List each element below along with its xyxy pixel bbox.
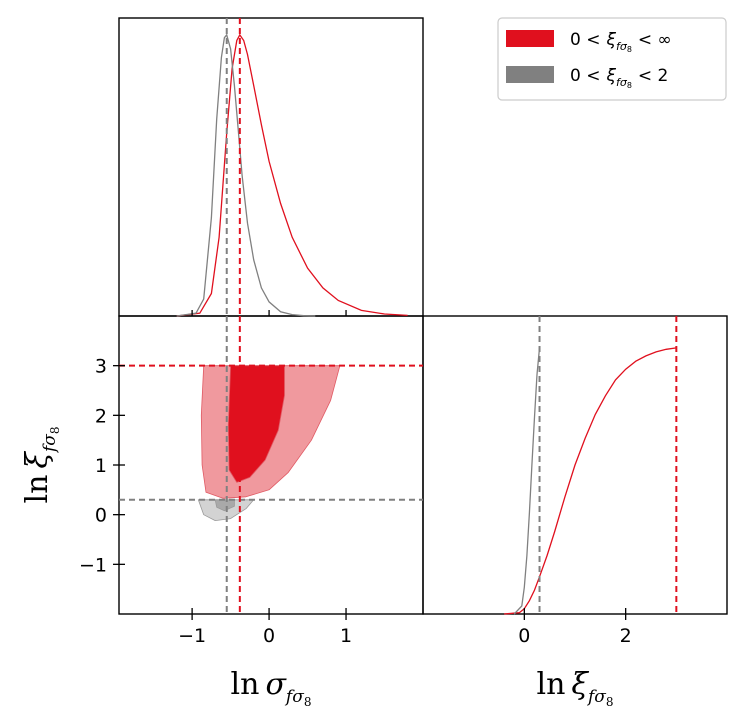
marginal-curves [176,33,677,615]
marginal-xi-curve-1 [513,347,541,615]
tick-label-joint-y-3: 2 [95,405,107,427]
legend-swatch-gray [506,66,554,83]
reference-lines [119,18,678,614]
tick-label-joint-x-2: 1 [340,625,352,647]
contour-1 [227,365,285,483]
bottom-right-panel-frame [422,315,728,615]
tick-label-right-x-1: 2 [620,625,632,647]
marginal-sigma-curve-0 [176,33,408,317]
axis-ticks: −1 0 1 −1 0 1 2 3 0 2 [79,310,632,647]
tick-label-joint-y-4: 3 [95,356,107,378]
marginal-sigma-curve-1 [176,33,316,317]
marginal-xi-curve-0 [504,347,677,615]
tick-label-joint-y-0: −1 [79,554,107,576]
legend-swatch-red [506,30,554,47]
legend-label-gray: 0 < ξfσ8 < 2 [570,66,668,90]
legend-frame [497,17,727,101]
legend-label-red: 0 < ξfσ8 < ∞ [570,30,672,54]
tick-label-joint-x-1: 0 [263,625,275,647]
tick-label-joint-y-2: 1 [95,455,107,477]
joint-contours [197,365,341,521]
svg-text:lnξfσ8: lnξfσ8 [20,427,62,504]
y-axis-label-xi: lnξfσ8 [20,427,62,504]
x-axis-label-sigma: ln σfσ8 [231,667,312,709]
tick-label-right-x-0: 0 [518,625,530,647]
x-axis-label-xi: ln ξfσ8 [537,667,614,709]
legend: 0 < ξfσ8 < ∞ 0 < ξfσ8 < 2 [497,17,727,101]
tick-label-joint-y-1: 0 [95,505,107,527]
tick-label-joint-x-0: −1 [178,625,206,647]
